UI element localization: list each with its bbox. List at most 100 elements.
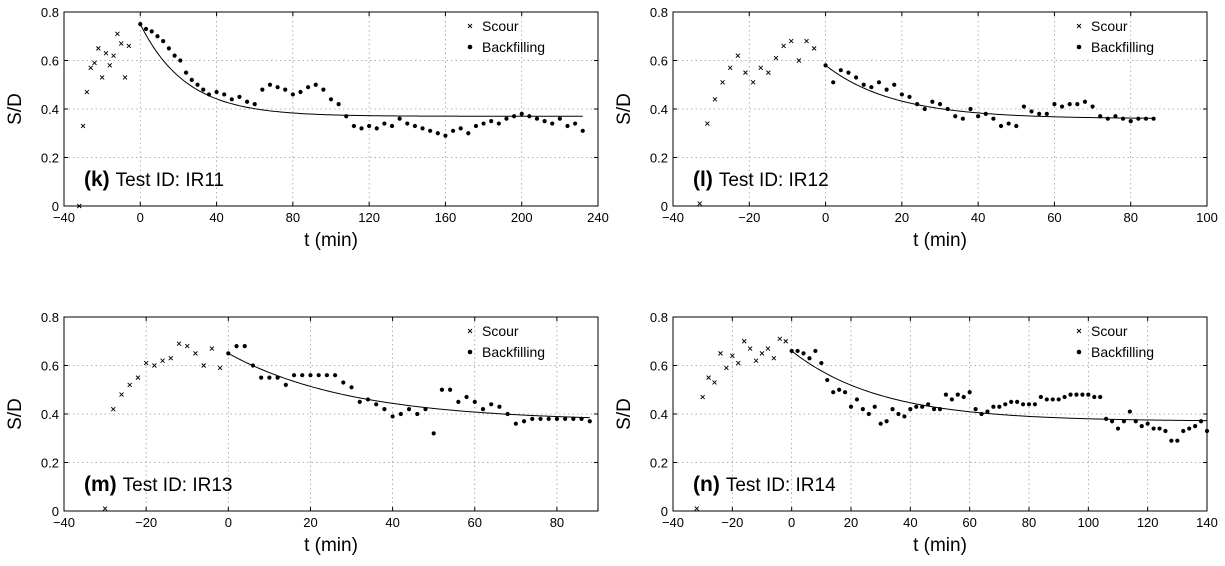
backfilling-point <box>1204 428 1210 434</box>
backfilling-point <box>860 407 865 412</box>
backfilling-point <box>795 348 800 354</box>
backfilling-point <box>214 89 219 95</box>
scour-point <box>741 338 747 344</box>
panel-annotation: (n) Test ID: IR14 <box>693 473 836 496</box>
x-tick-label: 140 <box>1196 515 1218 530</box>
x-tick-label: 80 <box>1123 210 1137 225</box>
legend-marker-scour <box>1076 328 1082 334</box>
backfilling-point <box>1006 121 1011 126</box>
scour-point <box>127 382 133 388</box>
x-tick-label: 60 <box>962 515 976 530</box>
backfilling-point <box>846 70 851 75</box>
backfilling-point <box>313 82 318 87</box>
scour-point <box>99 75 105 80</box>
legend-marker-backfilling <box>467 349 473 355</box>
backfilling-point <box>496 121 501 126</box>
backfilling-point <box>250 363 256 368</box>
y-axis-label: S/D <box>614 93 635 125</box>
backfilling-point <box>1020 402 1026 407</box>
backfilling-point <box>1139 424 1144 429</box>
scour-point <box>184 343 190 349</box>
scour-point <box>160 358 165 363</box>
panel-2: −40 −20 0 20 40 60 80 0 0.2 0.4 0.6 0.8 t (min) S/D Sc… <box>5 310 599 556</box>
y-tick-label: 0.6 <box>41 54 59 69</box>
y-tick-label: 0.4 <box>650 102 668 117</box>
backfilling-point <box>242 344 247 349</box>
backfilling-point <box>853 75 859 80</box>
backfilling-point <box>398 411 403 417</box>
backfilling-point <box>267 375 272 380</box>
backfilling-point <box>807 356 812 361</box>
legend-marker-scour <box>467 23 473 29</box>
backfilling-point <box>1015 399 1020 404</box>
backfilling-point <box>260 87 265 92</box>
backfilling-point <box>357 399 362 404</box>
y-tick-label: 0.2 <box>650 151 668 166</box>
scour-point <box>700 394 705 400</box>
legend-marker-scour <box>1076 23 1082 29</box>
x-axis-label: t (min) <box>913 535 967 556</box>
scour-point <box>766 70 771 75</box>
backfilling-point <box>1181 428 1186 434</box>
backfilling-point <box>838 68 843 73</box>
backfilling-point <box>854 397 860 402</box>
x-tick-label: −40 <box>53 515 75 530</box>
backfilling-point <box>521 419 527 424</box>
backfilling-point <box>949 397 954 402</box>
backfilling-point <box>513 421 518 426</box>
scour-point <box>135 375 141 380</box>
backfilling-point <box>1187 426 1192 431</box>
backfilling-point <box>448 387 453 392</box>
backfilling-point <box>259 375 264 380</box>
backfilling-point <box>801 351 806 356</box>
x-tick-label: 0 <box>822 210 829 225</box>
scour-point <box>718 351 723 356</box>
backfilling-point <box>1128 119 1133 124</box>
x-tick-label: 60 <box>468 515 482 530</box>
backfilling-point <box>252 102 257 107</box>
backfilling-point <box>991 404 996 409</box>
scour-point <box>747 346 753 351</box>
fit-curve <box>825 64 1154 119</box>
legend-marker-backfilling <box>1076 44 1082 50</box>
backfilling-point <box>565 123 570 129</box>
backfilling-point <box>960 116 965 121</box>
scour-point <box>811 46 817 51</box>
x-tick-label: 40 <box>385 515 399 530</box>
scour-point <box>126 43 132 49</box>
backfilling-point <box>374 126 379 131</box>
backfilling-point <box>823 63 828 68</box>
backfilling-point <box>1059 104 1065 109</box>
scour-point <box>103 50 109 56</box>
backfilling-point <box>1175 438 1180 443</box>
backfilling-point <box>930 99 935 104</box>
backfilling-point <box>1080 392 1085 397</box>
backfilling-point <box>943 392 949 397</box>
backfilling-point <box>226 351 231 356</box>
backfilling-point <box>344 114 349 119</box>
scour-point <box>781 43 786 49</box>
backfilling-point <box>945 106 950 112</box>
backfilling-point <box>1044 111 1049 116</box>
backfilling-point <box>1193 424 1198 429</box>
backfilling-point <box>1104 416 1109 421</box>
panel-letter: (k) <box>84 168 110 191</box>
backfilling-point <box>183 70 189 75</box>
scour-point <box>724 365 729 371</box>
scour-point <box>777 336 783 342</box>
backfilling-point <box>907 94 912 99</box>
backfilling-point <box>166 46 171 51</box>
backfilling-point <box>872 404 877 409</box>
backfilling-point <box>336 102 341 107</box>
backfilling-point <box>953 114 958 119</box>
backfilling-point <box>367 123 372 129</box>
backfilling-point <box>472 399 477 404</box>
y-tick-label: 0 <box>661 504 668 519</box>
y-tick-label: 0.4 <box>41 102 59 117</box>
scour-point <box>92 60 97 66</box>
backfilling-point <box>899 92 904 97</box>
backfilling-point <box>324 373 329 378</box>
backfilling-point <box>937 407 943 412</box>
backfilling-point <box>530 416 535 421</box>
y-tick-label: 0.8 <box>41 5 59 20</box>
